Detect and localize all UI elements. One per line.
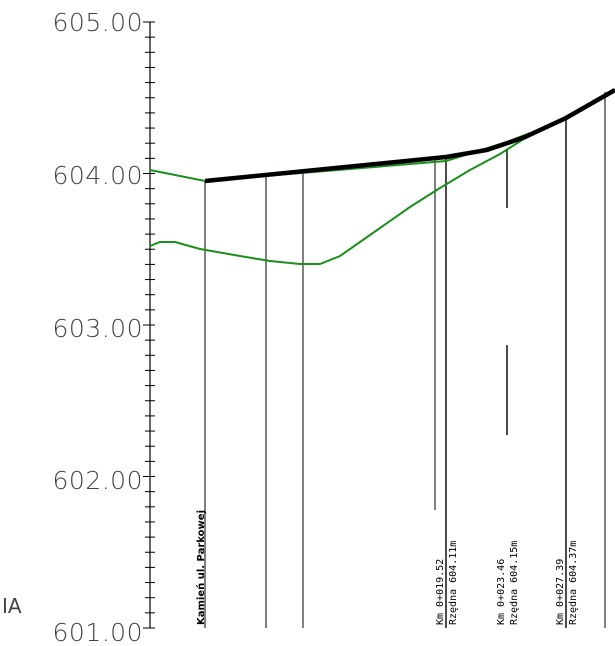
axis-ticks	[143, 21, 155, 629]
side-label: IA	[2, 594, 22, 618]
terrain-line-upper	[149, 132, 531, 183]
station-3-km: Km 0+027.39	[555, 559, 566, 625]
station-2-elev: Rzędna 604.15m	[509, 541, 520, 625]
y-label-604: 604.00	[53, 161, 143, 190]
station-2-km: Km 0+023.46	[496, 559, 507, 625]
y-label-605: 605.00	[53, 8, 143, 37]
station-1-elev: Rzędna 604.11m	[448, 541, 459, 625]
y-label-603: 603.00	[53, 314, 143, 343]
design-line	[204, 88, 615, 184]
y-label-602: 602.00	[53, 466, 143, 495]
station-3-elev: Rzędna 604.37m	[568, 541, 579, 625]
street-label: Kamień ul. Parkowej	[195, 510, 207, 625]
station-1-km: Km 0+019.52	[435, 559, 446, 625]
terrain-line-lower	[149, 134, 531, 265]
y-label-601: 601.00	[53, 618, 143, 646]
